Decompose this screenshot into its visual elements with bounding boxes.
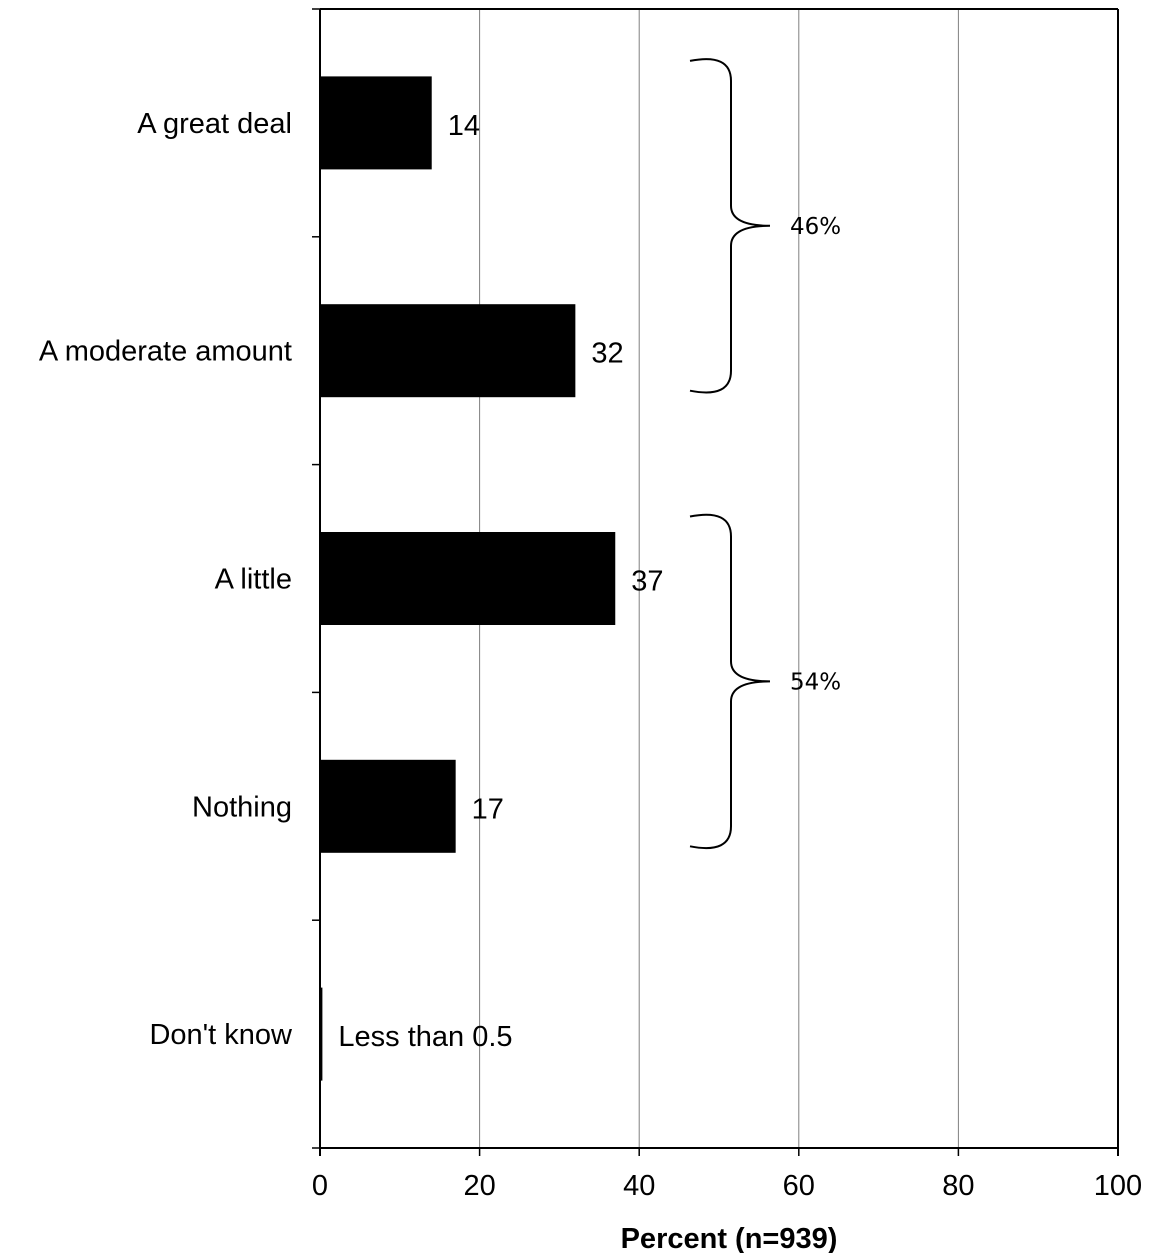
x-tick-label-80: 80 [942, 1170, 974, 1202]
brace-annotations: 46% 54% [689, 58, 841, 850]
data-label-3: 17 [472, 793, 504, 825]
brace-0 [689, 58, 771, 394]
category-label-0: A great deal [137, 108, 292, 140]
x-tick-label-0: 0 [312, 1170, 328, 1202]
data-label-1: 32 [591, 338, 623, 370]
brace-label-0: 46% [790, 214, 841, 240]
category-label-2: A little [215, 564, 292, 596]
data-label-2: 37 [631, 566, 663, 598]
category-label-4: Don't know [149, 1019, 293, 1051]
data-label-0: 14 [448, 110, 480, 142]
x-tick-label-40: 40 [623, 1170, 655, 1202]
labels: A great deal 14 A moderate amount 32 A littl… [39, 108, 664, 1053]
x-tick-label-100: 100 [1094, 1170, 1142, 1202]
x-axis-title: Percent (n=939) [621, 1223, 838, 1253]
category-label-1: A moderate amount [39, 336, 292, 368]
bars [320, 76, 616, 1081]
data-label-4: Less than 0.5 [338, 1021, 512, 1053]
bar-2 [320, 532, 616, 625]
category-label-3: Nothing [192, 791, 292, 823]
bar-0 [320, 76, 432, 170]
brace-1 [689, 513, 771, 850]
brace-label-1: 54% [790, 669, 841, 695]
bar-1 [320, 304, 576, 398]
x-tick-label-60: 60 [783, 1170, 815, 1202]
x-tick-label-20: 20 [463, 1170, 495, 1202]
bar-4 [320, 987, 323, 1081]
axes: 0 20 40 60 80 100 [312, 8, 1142, 1202]
bar-3 [320, 759, 456, 853]
